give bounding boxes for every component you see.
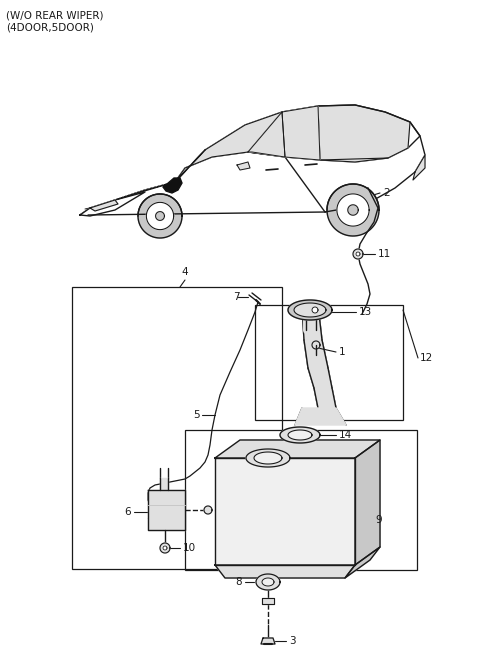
- Polygon shape: [248, 112, 285, 157]
- Polygon shape: [163, 546, 167, 550]
- Polygon shape: [280, 427, 320, 443]
- Polygon shape: [80, 108, 425, 215]
- Polygon shape: [318, 105, 410, 162]
- Text: 11: 11: [378, 249, 391, 259]
- Polygon shape: [254, 452, 282, 464]
- Polygon shape: [160, 478, 168, 490]
- Polygon shape: [312, 341, 320, 349]
- Polygon shape: [353, 249, 363, 259]
- Polygon shape: [204, 506, 212, 514]
- Bar: [255, 305, 403, 420]
- Polygon shape: [262, 598, 274, 604]
- Polygon shape: [215, 458, 355, 565]
- Text: 10: 10: [183, 543, 196, 553]
- Text: 14: 14: [339, 430, 352, 440]
- Polygon shape: [160, 543, 170, 553]
- Polygon shape: [356, 252, 360, 256]
- Text: 13: 13: [359, 307, 372, 317]
- Text: 3: 3: [289, 636, 296, 646]
- Text: (4DOOR,5DOOR): (4DOOR,5DOOR): [6, 22, 94, 32]
- Polygon shape: [295, 408, 346, 425]
- Polygon shape: [413, 155, 425, 180]
- Polygon shape: [348, 205, 358, 215]
- Polygon shape: [288, 300, 332, 320]
- Polygon shape: [312, 307, 318, 313]
- Polygon shape: [337, 194, 369, 226]
- Polygon shape: [261, 638, 275, 644]
- Polygon shape: [115, 150, 205, 200]
- Text: 7: 7: [233, 292, 240, 302]
- Text: 8: 8: [235, 577, 242, 587]
- Bar: [72, 287, 282, 569]
- Polygon shape: [215, 565, 355, 578]
- Polygon shape: [282, 105, 425, 212]
- Text: 6: 6: [124, 507, 131, 517]
- Polygon shape: [138, 194, 182, 238]
- Text: 4: 4: [182, 267, 188, 277]
- Text: 12: 12: [420, 353, 433, 363]
- Text: 1: 1: [339, 347, 346, 357]
- Text: 5: 5: [193, 410, 200, 420]
- Polygon shape: [215, 440, 380, 458]
- Polygon shape: [345, 547, 380, 578]
- Polygon shape: [246, 449, 290, 467]
- Polygon shape: [146, 202, 174, 230]
- Polygon shape: [237, 162, 250, 170]
- Polygon shape: [80, 150, 205, 215]
- Bar: [185, 430, 417, 570]
- Polygon shape: [282, 106, 320, 160]
- Polygon shape: [302, 305, 336, 408]
- Text: 2: 2: [383, 188, 390, 198]
- Text: 9: 9: [375, 515, 382, 525]
- Polygon shape: [156, 212, 164, 220]
- Polygon shape: [288, 430, 312, 440]
- Polygon shape: [294, 303, 326, 317]
- Polygon shape: [80, 192, 145, 216]
- Text: (W/O REAR WIPER): (W/O REAR WIPER): [6, 10, 104, 20]
- Polygon shape: [163, 178, 182, 193]
- Polygon shape: [90, 200, 118, 211]
- Polygon shape: [327, 184, 379, 236]
- Polygon shape: [256, 574, 280, 590]
- Polygon shape: [355, 440, 380, 565]
- Polygon shape: [148, 490, 185, 530]
- Polygon shape: [175, 112, 282, 182]
- Polygon shape: [175, 105, 420, 182]
- Polygon shape: [262, 578, 274, 586]
